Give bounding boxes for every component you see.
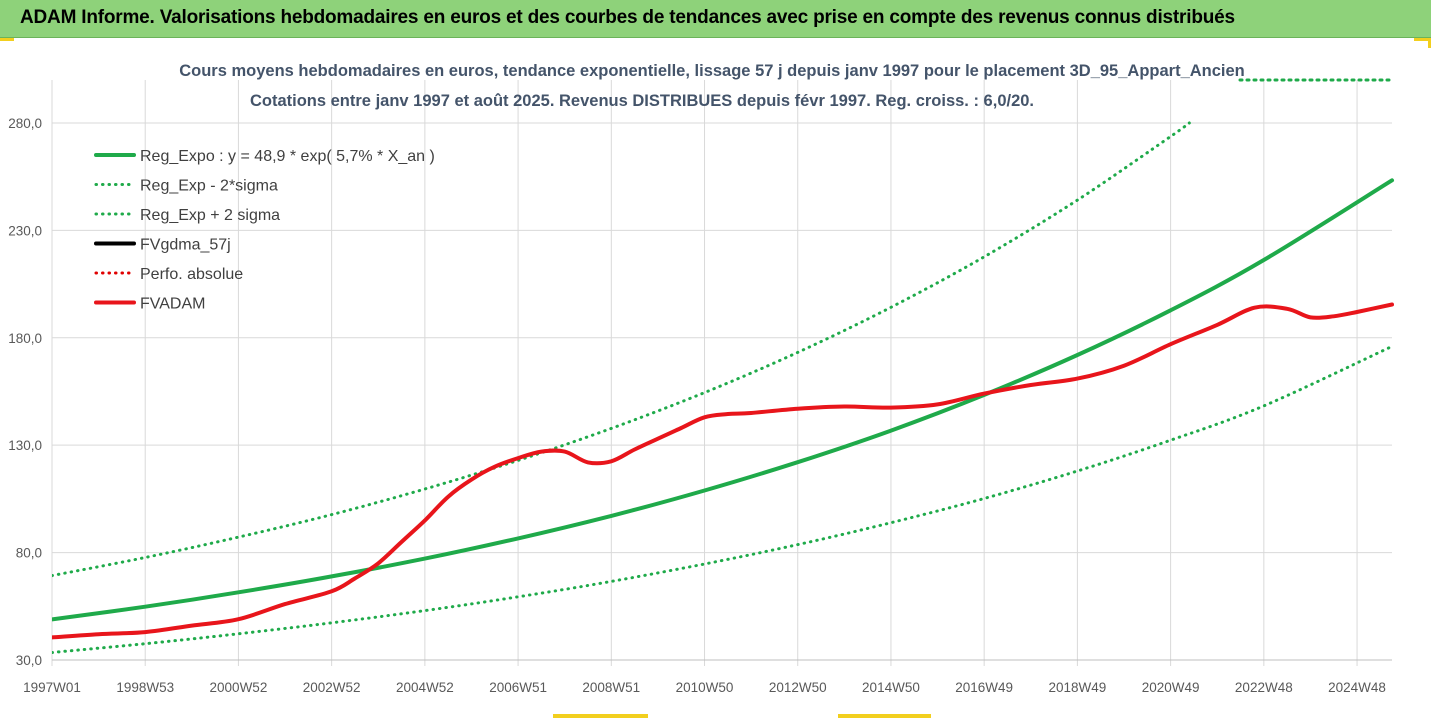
- gridlines: [51, 80, 1392, 666]
- series-lines: [52, 121, 1394, 654]
- corner-marker-left-h: [0, 38, 14, 41]
- y-tick-label: 280,0: [8, 116, 42, 131]
- x-tick-label: 2004W52: [396, 680, 454, 695]
- footer-marker-1: [553, 714, 648, 718]
- x-axis-ticks: 1997W01 1998W53 2000W52 2002W52 2004W52 2006W…: [23, 680, 1386, 695]
- legend-label-0: Reg_Expo : y = 48,9 * exp( 5,7% * X_an ): [140, 148, 435, 165]
- x-tick-label: 2020W49: [1142, 680, 1200, 695]
- footer-marker-2: [838, 714, 931, 718]
- y-tick-label: 80,0: [16, 546, 42, 561]
- x-tick-label: 2024W48: [1328, 680, 1386, 695]
- x-tick-label: 2002W52: [303, 680, 361, 695]
- x-tick-label: 2022W48: [1235, 680, 1293, 695]
- x-tick-label: 2016W49: [955, 680, 1013, 695]
- legend-label-1: Reg_Exp - 2*sigma: [140, 178, 278, 195]
- legend-label-2: Reg_Exp + 2 sigma: [140, 207, 280, 224]
- series-line-2: [52, 121, 1191, 578]
- y-tick-label: 180,0: [8, 331, 42, 346]
- x-tick-label: 2012W50: [769, 680, 827, 695]
- x-tick-label: 1998W53: [116, 680, 174, 695]
- chart: 30,0 80,0 130,0 180,0 230,0 280,0 1997W01 1998…: [8, 62, 1394, 695]
- chart-subtitle: Cotations entre janv 1997 et août 2025. …: [250, 92, 1034, 110]
- banner-title: ADAM Informe. Valorisations hebdomadaire…: [20, 7, 1235, 28]
- y-axis-ticks: 30,0 80,0 130,0 180,0 230,0 280,0: [8, 116, 42, 668]
- y-tick-label: 30,0: [16, 653, 42, 668]
- y-tick-label: 130,0: [8, 438, 42, 453]
- chart-title: Cours moyens hebdomadaires en euros, ten…: [179, 62, 1245, 80]
- x-tick-label: 2014W50: [862, 680, 920, 695]
- series-line-1: [52, 344, 1394, 654]
- legend-label-4: Perfo. absolue: [140, 266, 243, 283]
- x-tick-label: 2000W52: [210, 680, 268, 695]
- y-tick-label: 230,0: [8, 223, 42, 238]
- corner-marker-right-h: [1414, 38, 1431, 41]
- x-tick-label: 2018W49: [1048, 680, 1106, 695]
- series-line-5: [52, 302, 1394, 640]
- legend-label-3: FVgdma_57j: [140, 237, 231, 254]
- x-tick-label: 2008W51: [582, 680, 640, 695]
- x-tick-label: 2010W50: [676, 680, 734, 695]
- x-tick-label: 1997W01: [23, 680, 81, 695]
- legend-label-5: FVADAM: [140, 296, 205, 313]
- banner: ADAM Informe. Valorisations hebdomadaire…: [0, 0, 1431, 38]
- series-line-0: [52, 178, 1394, 622]
- x-tick-label: 2006W51: [489, 680, 547, 695]
- legend: Reg_Expo : y = 48,9 * exp( 5,7% * X_an )…: [94, 148, 435, 313]
- corner-marker-right-v: [1428, 38, 1431, 48]
